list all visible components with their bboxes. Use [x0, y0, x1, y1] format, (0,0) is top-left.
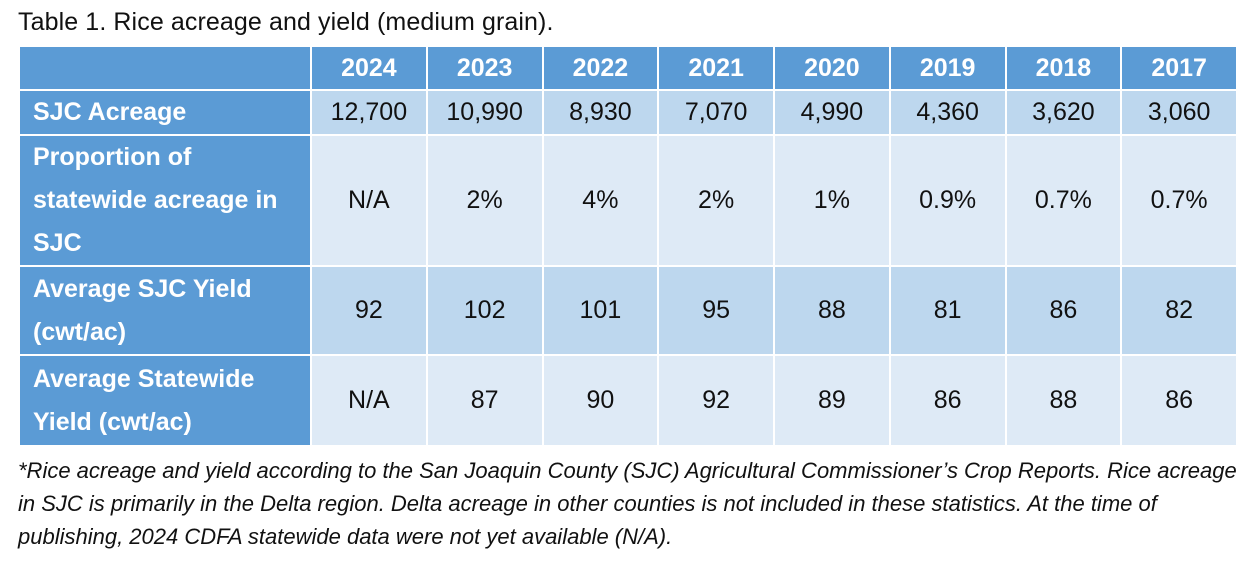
corner-cell [18, 45, 312, 91]
cell-value: 92 [657, 354, 775, 447]
cell-value: N/A [310, 354, 428, 447]
cell-value: 4% [541, 134, 660, 267]
cell-value: 88 [773, 265, 891, 356]
header-row: 2024 2023 2022 2021 2020 2019 2018 2017 [18, 45, 1238, 91]
row-label-avg-statewide-yield: Average Statewide Yield (cwt/ac) [18, 354, 312, 447]
row-label-proportion-statewide: Proportion of statewide acreage in SJC [18, 134, 312, 267]
cell-value: 12,700 [310, 89, 428, 136]
year-header-2020: 2020 [773, 45, 891, 91]
cell-value: 10,990 [425, 89, 544, 136]
cell-value: 92 [310, 265, 428, 356]
footnote: *Rice acreage and yield according to the… [18, 458, 1237, 549]
cell-value: 3,620 [1004, 89, 1123, 136]
table-row-proportion-statewide: Proportion of statewide acreage in SJC N… [18, 134, 1238, 267]
cell-value: 7,070 [657, 89, 775, 136]
cell-value: 4,990 [773, 89, 891, 136]
cell-value: 95 [657, 265, 775, 356]
row-label-sjc-acreage: SJC Acreage [18, 89, 312, 136]
year-header-2024: 2024 [310, 45, 428, 91]
cell-value: 88 [1004, 354, 1123, 447]
cell-value: N/A [310, 134, 428, 267]
cell-value: 0.9% [888, 134, 1007, 267]
rice-acreage-table: 2024 2023 2022 2021 2020 2019 2018 2017 … [18, 45, 1238, 447]
year-header-2021: 2021 [657, 45, 775, 91]
cell-value: 86 [888, 354, 1007, 447]
table-row-sjc-acreage: SJC Acreage 12,700 10,990 8,930 7,070 4,… [18, 89, 1238, 136]
cell-value: 81 [888, 265, 1007, 356]
cell-value: 102 [425, 265, 544, 356]
table-row-avg-statewide-yield: Average Statewide Yield (cwt/ac) N/A 87 … [18, 354, 1238, 447]
cell-value: 8,930 [541, 89, 660, 136]
cell-value: 82 [1120, 265, 1238, 356]
year-header-2022: 2022 [541, 45, 660, 91]
cell-value: 87 [425, 354, 544, 447]
year-header-2017: 2017 [1120, 45, 1238, 91]
cell-value: 86 [1120, 354, 1238, 447]
year-header-2023: 2023 [425, 45, 544, 91]
page: Table 1. Rice acreage and yield (medium … [18, 8, 1238, 549]
table-row-avg-sjc-yield: Average SJC Yield (cwt/ac) 92 102 101 95… [18, 265, 1238, 356]
cell-value: 89 [773, 354, 891, 447]
cell-value: 0.7% [1120, 134, 1238, 267]
cell-value: 0.7% [1004, 134, 1123, 267]
cell-value: 1% [773, 134, 891, 267]
cell-value: 3,060 [1120, 89, 1238, 136]
table-title: Table 1. Rice acreage and yield (medium … [18, 8, 554, 36]
cell-value: 2% [657, 134, 775, 267]
cell-value: 2% [425, 134, 544, 267]
cell-value: 86 [1004, 265, 1123, 356]
row-label-avg-sjc-yield: Average SJC Yield (cwt/ac) [18, 265, 312, 356]
cell-value: 4,360 [888, 89, 1007, 136]
year-header-2018: 2018 [1004, 45, 1123, 91]
year-header-2019: 2019 [888, 45, 1007, 91]
cell-value: 101 [541, 265, 660, 356]
cell-value: 90 [541, 354, 660, 447]
